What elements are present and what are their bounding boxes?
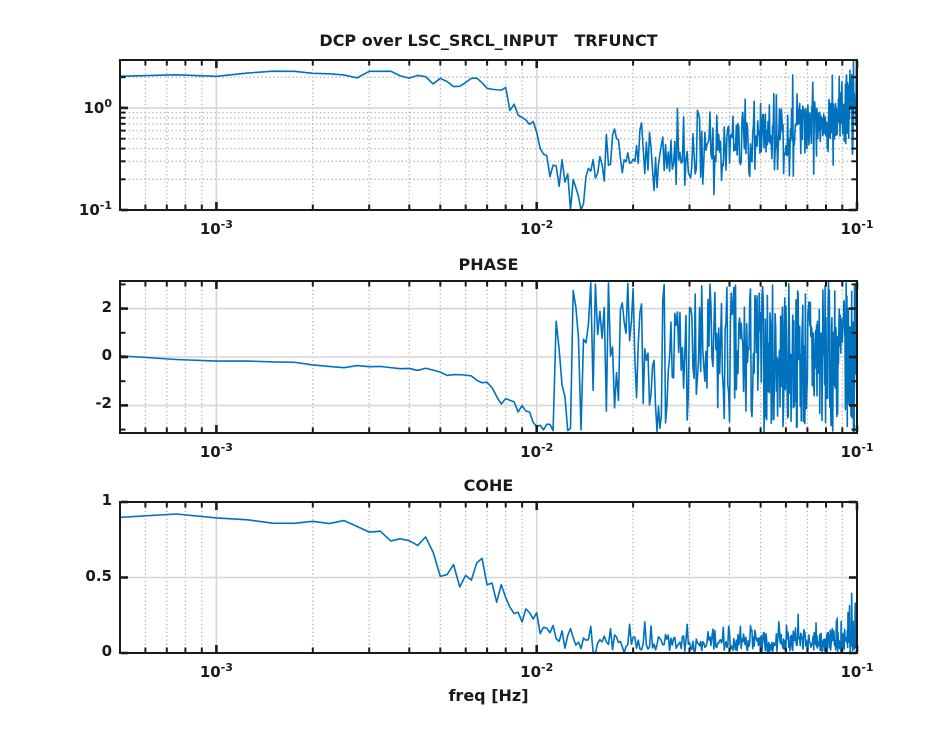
phase-ticks: [121, 282, 859, 432]
coherence-ticks: [121, 500, 859, 655]
magnitude-plot: [119, 59, 859, 212]
x-tick-label-coherence: 10-3: [199, 661, 233, 681]
y-tick-label-coherence: 0.5: [85, 566, 112, 585]
coherence-axes-frame: [119, 501, 858, 654]
x-axis-label: freq [Hz]: [448, 686, 529, 705]
phase-plot: [119, 280, 859, 434]
x-tick-label-coherence: 10-2: [520, 661, 554, 681]
x-tick-label-phase: 10-1: [840, 441, 874, 461]
x-tick-label-phase: 10-3: [199, 441, 233, 461]
y-tick-label-coherence: 0: [101, 642, 112, 660]
magnitude-axes-frame: [119, 59, 858, 211]
phase-data-line: [119, 281, 858, 433]
coherence-plot-title: COHE: [463, 476, 514, 495]
coherence-data-line: [119, 513, 858, 654]
magnitude-data-line: [119, 59, 858, 211]
x-tick-label-magnitude: 10-3: [199, 218, 233, 238]
x-tick-label-coherence: 10-1: [840, 661, 874, 681]
y-tick-label-magnitude: 10-1: [78, 199, 112, 219]
x-tick-label-magnitude: 10-1: [840, 218, 874, 238]
phase-plot-title: PHASE: [458, 255, 519, 274]
coherence-plot: [119, 500, 859, 655]
magnitude-plot-title: DCP over LSC_SRCL_INPUT TRFUNCT: [319, 31, 658, 50]
magnitude-ticks: [121, 61, 859, 212]
y-tick-label-phase: 0: [101, 346, 112, 364]
phase-axes-frame: [119, 280, 858, 434]
y-tick-label-coherence: 1: [101, 491, 112, 509]
y-tick-label-phase: 2: [101, 297, 112, 316]
x-tick-label-magnitude: 10-2: [520, 218, 554, 238]
coherence-major-grid: [121, 503, 856, 652]
x-tick-label-phase: 10-2: [520, 441, 554, 461]
y-tick-label-phase: -2: [95, 394, 112, 413]
y-tick-label-magnitude: 100: [83, 96, 112, 117]
